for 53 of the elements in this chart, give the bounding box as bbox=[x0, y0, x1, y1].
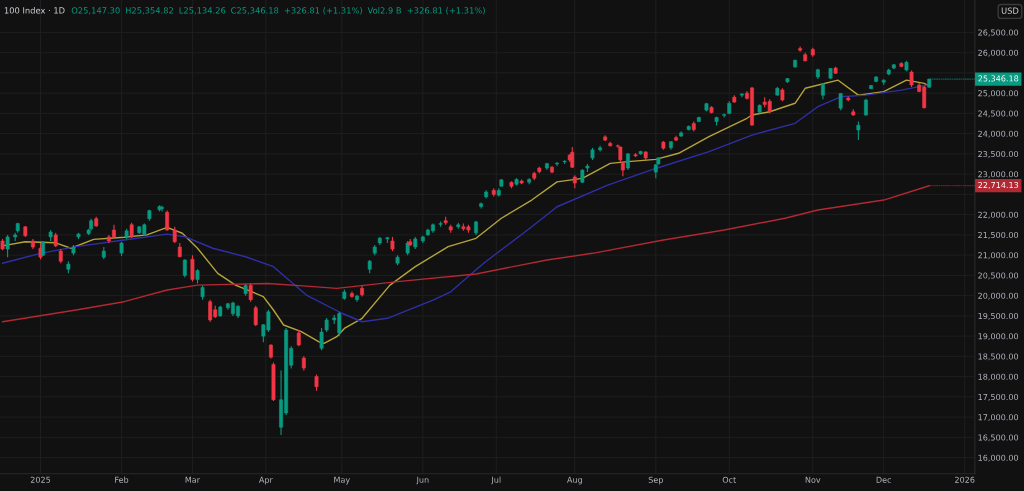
candlestick bbox=[319, 327, 324, 351]
candlestick bbox=[248, 282, 253, 303]
y-tick-label: 17,000.00 bbox=[978, 414, 1019, 422]
x-tick-label: Feb bbox=[115, 476, 129, 483]
y-tick-label: 26,500.00 bbox=[978, 29, 1019, 37]
annotation: C25,346.18 bbox=[231, 7, 279, 15]
x-tick-label: Oct bbox=[722, 476, 737, 483]
y-tick-label: 18,500.00 bbox=[978, 353, 1019, 361]
annotation: O25,147.30 bbox=[71, 7, 120, 15]
candlestick bbox=[165, 210, 170, 232]
y-tick-label: 25,000.00 bbox=[978, 90, 1019, 98]
x-tick-label: May bbox=[334, 476, 350, 485]
y-tick-label: 22,000.00 bbox=[978, 211, 1019, 219]
x-tick-label: Apr bbox=[258, 476, 273, 485]
y-tick-label: 20,500.00 bbox=[978, 272, 1019, 280]
x-tick-label: Jul bbox=[491, 476, 501, 485]
y-tick-label: 21,500.00 bbox=[978, 231, 1019, 239]
candlestick bbox=[253, 305, 258, 327]
text: 100 Index · 1D bbox=[4, 7, 65, 14]
x-tick-label: Aug bbox=[566, 476, 582, 485]
annotation: +326.81 (+1.31%) bbox=[407, 7, 485, 15]
y-tick-label: 19,500.00 bbox=[978, 312, 1019, 320]
y-tick-label: 24,000.00 bbox=[978, 130, 1019, 138]
x-tick-label: Dec bbox=[876, 476, 891, 483]
candlestick bbox=[856, 120, 861, 141]
y-tick-label: 20,000.00 bbox=[978, 292, 1019, 300]
y-tick-label: 21,000.00 bbox=[978, 252, 1019, 260]
y-tick-label: 19,000.00 bbox=[978, 333, 1019, 341]
x-tick-label: Sep bbox=[648, 476, 663, 485]
y-tick-label: 18,000.00 bbox=[978, 373, 1019, 381]
annotation: 25,346.18 bbox=[978, 75, 1019, 83]
candlestick bbox=[555, 161, 559, 167]
x-tick-label: Nov bbox=[805, 476, 821, 483]
text: USD bbox=[1001, 7, 1019, 14]
annotation: H25,354.82 bbox=[125, 7, 173, 15]
x-tick-label: 2025 bbox=[30, 476, 51, 483]
y-tick-label: 16,000.00 bbox=[978, 454, 1019, 462]
x-tick-label: Jun bbox=[416, 476, 429, 485]
annotation: Vol2.9 B bbox=[367, 7, 402, 14]
annotation: L25,134.26 bbox=[179, 7, 226, 15]
y-tick-label: 17,500.00 bbox=[978, 393, 1019, 401]
annotation: +326.81 (+1.31%) bbox=[284, 7, 362, 15]
y-tick-label: 23,500.00 bbox=[978, 150, 1019, 158]
candlestick bbox=[182, 258, 187, 278]
candlestick bbox=[190, 254, 195, 283]
y-tick-label: 26,000.00 bbox=[978, 49, 1019, 57]
x-tick-label: Mar bbox=[185, 476, 201, 483]
y-tick-label: 23,000.00 bbox=[978, 171, 1019, 179]
x-tick-label: 2026 bbox=[955, 476, 975, 483]
candlestick bbox=[5, 234, 10, 258]
y-tick-label: 16,500.00 bbox=[978, 434, 1019, 442]
annotation: 22,714.13 bbox=[978, 181, 1019, 189]
y-tick-label: 24,500.00 bbox=[978, 110, 1019, 118]
